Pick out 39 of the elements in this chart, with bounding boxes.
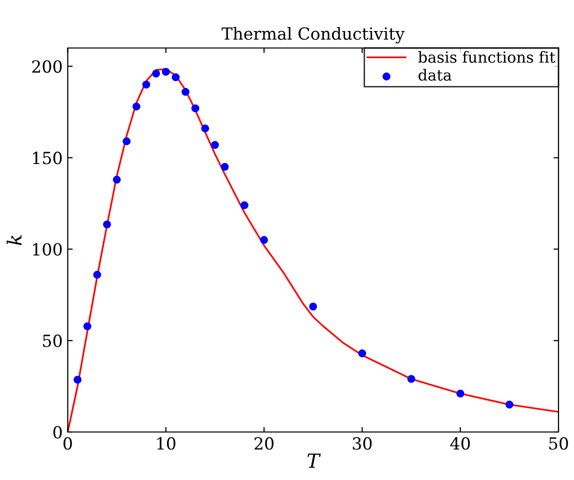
chart-title: Thermal Conductivity	[222, 27, 405, 44]
point	[201, 124, 210, 132]
legend-label: basis functions fit	[418, 51, 556, 63]
point	[358, 349, 366, 358]
point	[142, 80, 150, 89]
point	[172, 73, 180, 82]
x-tick-label: 50	[549, 437, 568, 450]
x-tick-label: 30	[352, 437, 372, 450]
point	[74, 376, 82, 384]
legend-label: data	[418, 68, 452, 81]
point	[103, 220, 111, 228]
y-tick-label: 0	[53, 426, 62, 439]
x-tick-label: 20	[254, 437, 274, 450]
point	[309, 302, 318, 311]
y-tick-label: 200	[32, 60, 62, 73]
point	[240, 201, 248, 210]
point	[182, 88, 190, 96]
point	[162, 68, 170, 76]
point	[191, 104, 200, 112]
point	[83, 322, 92, 330]
point	[112, 176, 121, 184]
point	[220, 162, 229, 171]
x-axis-title: T	[308, 454, 321, 468]
point	[152, 70, 160, 78]
y-tick-label: 50	[43, 334, 62, 348]
point	[122, 137, 131, 146]
y-tick-label: 100	[33, 243, 62, 256]
y-tick-label: 150	[33, 152, 62, 164]
point	[132, 102, 140, 110]
point	[505, 400, 514, 409]
point	[456, 390, 464, 398]
x-tick-label: 0	[64, 437, 72, 450]
point	[93, 270, 102, 279]
x-tick-label: 10	[157, 437, 176, 450]
point	[260, 236, 268, 244]
point	[211, 140, 219, 149]
point	[407, 375, 416, 383]
y-axis-title: k	[6, 235, 22, 246]
x-tick-label: 40	[450, 437, 470, 450]
